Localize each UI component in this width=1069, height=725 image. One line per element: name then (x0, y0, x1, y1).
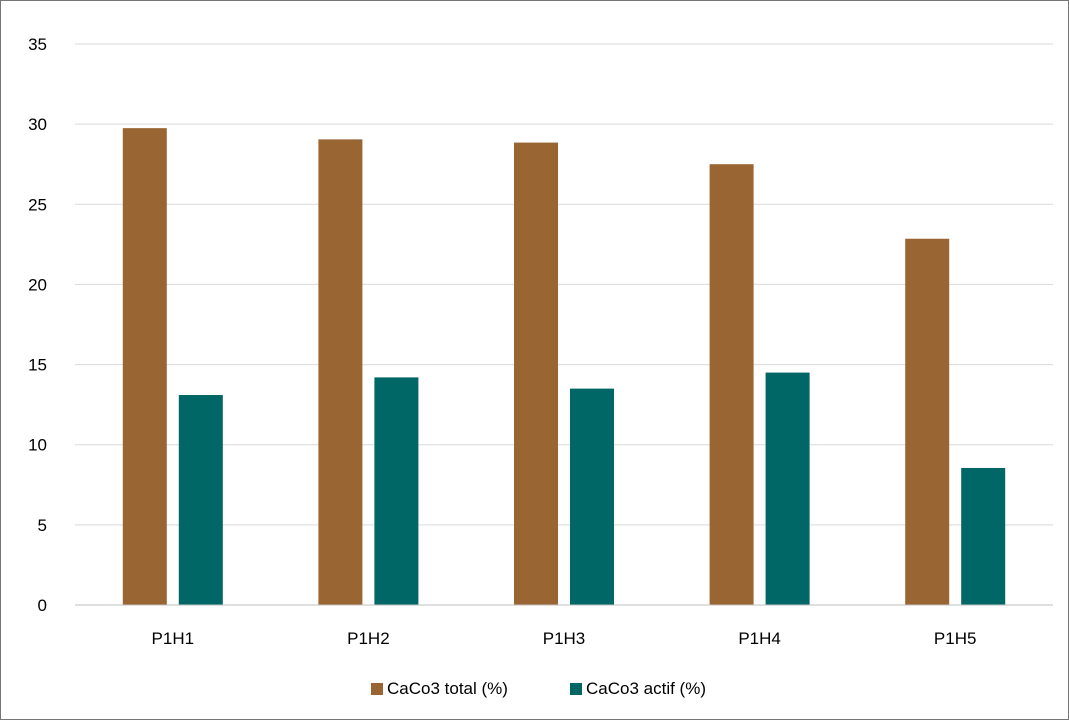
bar-p1h2-series-1 (318, 139, 363, 605)
bar-p1h3-series-1 (514, 142, 558, 605)
bar-p1h5-series-1 (905, 238, 950, 606)
bar-p1h4-series-2 (765, 372, 810, 605)
y-tick-label: 20 (28, 275, 47, 294)
bar-p1h2-series-2 (374, 377, 419, 605)
legend-swatch (371, 683, 383, 695)
y-tick-label: 10 (28, 436, 47, 455)
bar-p1h3-series-2 (570, 388, 614, 605)
legend: CaCo3 total (%) CaCo3 actif (%) (371, 679, 706, 698)
y-tick-label: 5 (38, 516, 47, 535)
bar-p1h5-series-2 (961, 467, 1006, 605)
x-axis-ticks: P1H1 P1H2 P1H3 P1H4 P1H5 (152, 629, 977, 648)
x-tick-label: P1H4 (738, 629, 781, 648)
legend-swatch (570, 683, 582, 695)
x-tick-label: P1H5 (934, 629, 977, 648)
y-tick-label: 15 (28, 356, 47, 375)
legend-label: CaCo3 total (%) (387, 679, 508, 698)
y-tick-label: 25 (28, 195, 47, 214)
bar-p1h4-series-1 (709, 164, 754, 605)
gridlines (75, 43, 1053, 526)
bar-p1h1-series-1 (122, 128, 167, 605)
bar-p1h1-series-2 (178, 395, 223, 605)
y-axis-ticks: 0 5 10 15 20 25 30 35 (28, 35, 47, 615)
x-tick-label: P1H1 (152, 629, 195, 648)
y-tick-label: 30 (28, 115, 47, 134)
y-tick-label: 0 (38, 596, 47, 615)
y-tick-label: 35 (28, 35, 47, 54)
x-tick-label: P1H2 (347, 629, 390, 648)
bars (122, 128, 1006, 606)
x-tick-label: P1H3 (543, 629, 586, 648)
legend-label: CaCo3 actif (%) (586, 679, 706, 698)
